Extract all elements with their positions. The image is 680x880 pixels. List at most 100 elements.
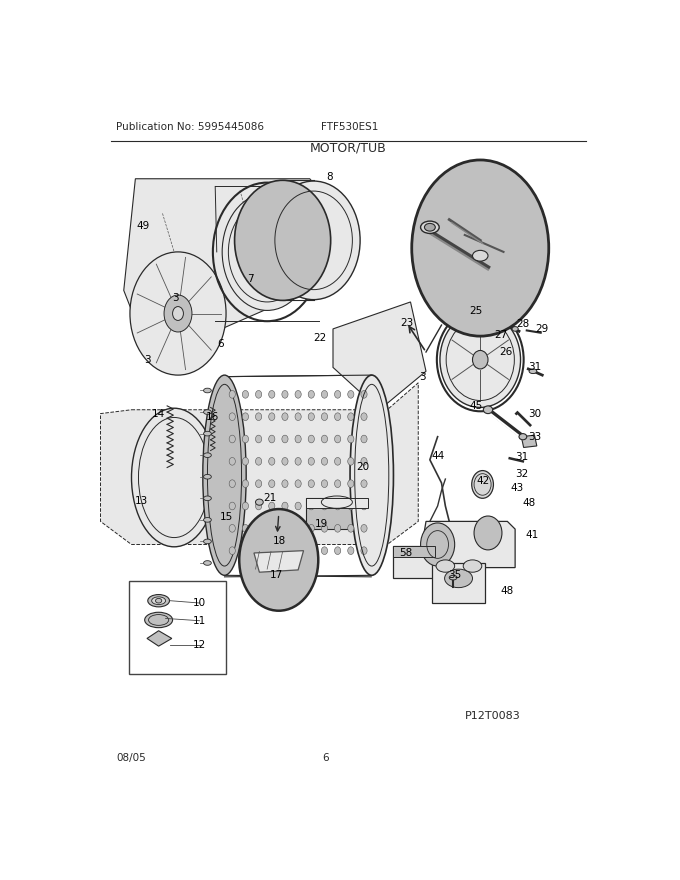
Text: 35: 35: [448, 570, 461, 580]
Ellipse shape: [229, 546, 235, 554]
Ellipse shape: [173, 306, 184, 320]
Circle shape: [239, 509, 318, 611]
Text: 13: 13: [135, 495, 148, 506]
Ellipse shape: [347, 413, 354, 421]
Ellipse shape: [295, 480, 301, 488]
Ellipse shape: [436, 560, 455, 572]
Ellipse shape: [347, 502, 354, 510]
Polygon shape: [254, 551, 303, 572]
Text: 58: 58: [399, 548, 413, 558]
Ellipse shape: [463, 560, 482, 572]
Ellipse shape: [282, 413, 288, 421]
Ellipse shape: [335, 502, 341, 510]
Ellipse shape: [483, 406, 492, 414]
Ellipse shape: [473, 250, 488, 261]
Ellipse shape: [229, 435, 235, 443]
Bar: [392, 546, 435, 578]
Bar: [392, 546, 435, 557]
Bar: [306, 498, 368, 508]
Ellipse shape: [242, 524, 248, 532]
Text: 08/05: 08/05: [116, 752, 146, 763]
Ellipse shape: [282, 480, 288, 488]
Ellipse shape: [203, 539, 211, 544]
Ellipse shape: [361, 524, 367, 532]
Text: 49: 49: [137, 222, 150, 231]
Text: 25: 25: [469, 306, 482, 316]
Text: 14: 14: [152, 408, 165, 419]
Ellipse shape: [335, 458, 341, 466]
Ellipse shape: [269, 458, 275, 466]
Ellipse shape: [269, 524, 275, 532]
Ellipse shape: [282, 458, 288, 466]
Ellipse shape: [203, 517, 211, 522]
Text: 7: 7: [247, 274, 254, 284]
Ellipse shape: [295, 458, 301, 466]
Text: 41: 41: [526, 531, 539, 540]
Ellipse shape: [256, 524, 262, 532]
Ellipse shape: [256, 413, 262, 421]
Ellipse shape: [335, 480, 341, 488]
Text: 32: 32: [515, 469, 529, 479]
Text: 22: 22: [313, 334, 326, 343]
Ellipse shape: [269, 480, 275, 488]
Ellipse shape: [445, 569, 473, 588]
Ellipse shape: [267, 181, 360, 299]
Ellipse shape: [347, 435, 354, 443]
Ellipse shape: [322, 502, 328, 510]
Ellipse shape: [347, 391, 354, 398]
Text: 20: 20: [356, 463, 369, 473]
Polygon shape: [224, 576, 372, 577]
Ellipse shape: [295, 435, 301, 443]
Ellipse shape: [242, 458, 248, 466]
Ellipse shape: [308, 413, 314, 421]
Ellipse shape: [347, 458, 354, 466]
Text: 12: 12: [193, 640, 206, 649]
Ellipse shape: [282, 524, 288, 532]
Ellipse shape: [256, 480, 262, 488]
Ellipse shape: [308, 524, 314, 532]
Ellipse shape: [308, 546, 314, 554]
Ellipse shape: [322, 458, 328, 466]
Ellipse shape: [335, 413, 341, 421]
Text: FTF530ES1: FTF530ES1: [322, 122, 379, 132]
Ellipse shape: [361, 502, 367, 510]
Ellipse shape: [229, 413, 235, 421]
Ellipse shape: [242, 502, 248, 510]
Ellipse shape: [130, 252, 226, 375]
Text: 31: 31: [528, 363, 541, 372]
Ellipse shape: [229, 391, 235, 398]
Ellipse shape: [152, 597, 166, 605]
Text: 15: 15: [220, 512, 233, 522]
Text: 42: 42: [476, 476, 489, 487]
Polygon shape: [101, 383, 418, 545]
Text: 30: 30: [528, 408, 541, 419]
Polygon shape: [124, 179, 333, 360]
Ellipse shape: [335, 524, 341, 532]
Bar: [432, 563, 485, 603]
Text: 48: 48: [500, 586, 514, 596]
Ellipse shape: [242, 391, 248, 398]
Ellipse shape: [256, 546, 262, 554]
Ellipse shape: [222, 194, 312, 311]
Text: 18: 18: [273, 537, 286, 546]
Ellipse shape: [361, 480, 367, 488]
Text: MOTOR/TUB: MOTOR/TUB: [310, 142, 387, 155]
Ellipse shape: [235, 180, 330, 300]
Text: 23: 23: [400, 318, 413, 327]
Ellipse shape: [519, 434, 527, 440]
Ellipse shape: [148, 595, 169, 607]
Ellipse shape: [256, 502, 262, 510]
Ellipse shape: [242, 546, 248, 554]
Ellipse shape: [322, 524, 328, 532]
Ellipse shape: [472, 471, 494, 498]
Ellipse shape: [229, 524, 235, 532]
Ellipse shape: [256, 499, 263, 505]
Ellipse shape: [322, 546, 328, 554]
Ellipse shape: [308, 502, 314, 510]
Ellipse shape: [512, 326, 518, 331]
Ellipse shape: [295, 524, 301, 532]
Ellipse shape: [295, 546, 301, 554]
Ellipse shape: [269, 435, 275, 443]
Ellipse shape: [282, 502, 288, 510]
Ellipse shape: [256, 458, 262, 466]
